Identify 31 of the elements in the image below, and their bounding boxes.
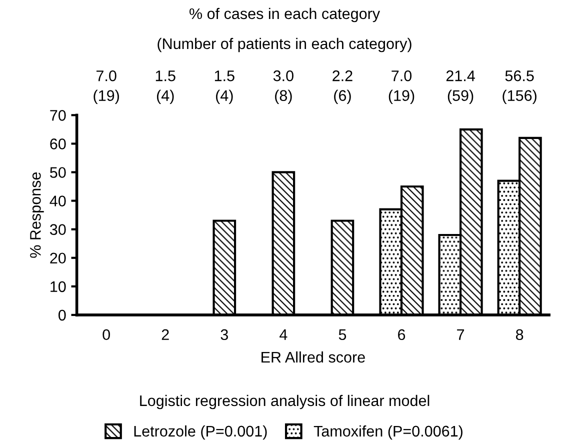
- y-tick-label: 60: [50, 138, 66, 150]
- y-tick-label: 10: [50, 281, 66, 292]
- text: 56.5 (156): [502, 70, 536, 104]
- y-tick-label: 50: [50, 167, 66, 178]
- x-tick-label: 7: [457, 329, 464, 340]
- text: 3.0 (8): [273, 70, 294, 104]
- y-tick-label: 0: [58, 310, 66, 321]
- x-tick-label: 3: [220, 329, 228, 340]
- x-tick-label: 4: [280, 329, 288, 340]
- x-tick-label: 2: [162, 329, 169, 340]
- text: 2.2 (6): [332, 70, 352, 104]
- y-tick-label: 30: [50, 224, 66, 235]
- text: 1.5 (4): [214, 70, 234, 104]
- x-axis-title: ER Allred score: [262, 351, 365, 363]
- legend-label: Tamoxifen (P=0.0061): [314, 425, 462, 440]
- text: 1.5 (4): [156, 70, 176, 104]
- y-tick-label: 20: [50, 252, 66, 264]
- x-tick-label: 6: [398, 329, 406, 340]
- y-tick-label: 70: [50, 110, 66, 121]
- x-tick-label: 8: [516, 329, 524, 340]
- chart-subtitle: (Number of patients in each category): [158, 38, 412, 52]
- text: 7.0 (19): [388, 70, 414, 104]
- y-axis-title: % Response: [30, 172, 44, 258]
- x-tick-label: 0: [102, 329, 110, 340]
- legend-label: Letrozole (P=0.001): [134, 425, 267, 440]
- text: 7.0 (19): [94, 70, 119, 104]
- text: 21.4 (59): [446, 70, 475, 104]
- x-tick-label: 5: [338, 329, 346, 340]
- chart-title: % of cases in each category: [190, 8, 380, 22]
- text: Logistic regression analysis of linear model: [140, 394, 430, 410]
- y-tick-label: 40: [50, 196, 66, 206]
